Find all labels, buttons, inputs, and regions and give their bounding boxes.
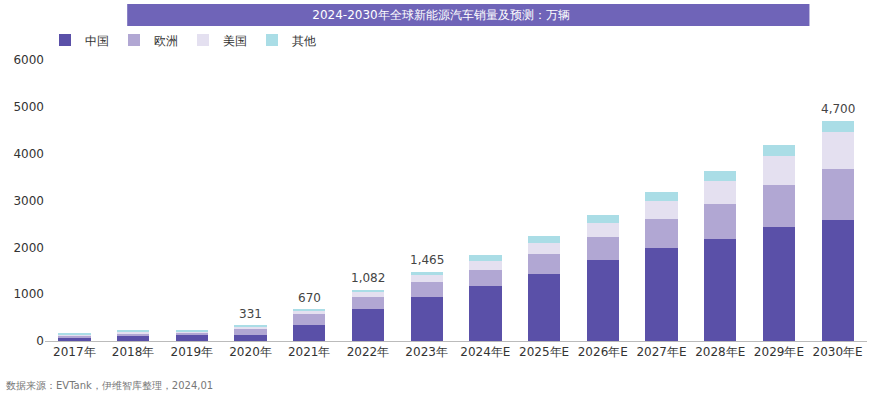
svg-text:6000: 6000	[13, 53, 44, 67]
svg-text:0: 0	[36, 334, 44, 348]
svg-text:4000: 4000	[13, 147, 44, 161]
svg-text:2019年: 2019年	[171, 345, 214, 359]
svg-text:1000: 1000	[13, 287, 44, 301]
svg-text:数据来源：EVTank，伊维智库整理，2024,01: 数据来源：EVTank，伊维智库整理，2024,01	[6, 380, 213, 391]
svg-text:美国: 美国	[223, 34, 247, 48]
svg-text:2029年E: 2029年E	[754, 345, 804, 359]
svg-text:3000: 3000	[13, 194, 44, 208]
svg-text:5000: 5000	[13, 100, 44, 114]
svg-text:2022年: 2022年	[347, 345, 390, 359]
svg-text:2026年E: 2026年E	[578, 345, 628, 359]
svg-text:2023年: 2023年	[405, 345, 448, 359]
svg-text:欧洲: 欧洲	[154, 34, 178, 48]
svg-text:331: 331	[239, 307, 262, 321]
svg-text:670: 670	[298, 291, 321, 305]
svg-text:2021年: 2021年	[288, 345, 331, 359]
svg-text:2024-2030年全球新能源汽车销量及预测：万辆: 2024-2030年全球新能源汽车销量及预测：万辆	[312, 8, 569, 22]
svg-text:2030年E: 2030年E	[813, 345, 863, 359]
svg-text:4,700: 4,700	[821, 102, 855, 116]
svg-text:2000: 2000	[13, 241, 44, 255]
svg-text:2018年: 2018年	[112, 345, 155, 359]
svg-text:2025年E: 2025年E	[519, 345, 569, 359]
svg-text:2017年: 2017年	[53, 345, 96, 359]
svg-text:2028年E: 2028年E	[695, 345, 745, 359]
svg-text:2027年E: 2027年E	[636, 345, 686, 359]
svg-text:1,465: 1,465	[410, 253, 444, 267]
svg-text:2024年E: 2024年E	[460, 345, 510, 359]
svg-text:1,082: 1,082	[351, 271, 385, 285]
svg-text:2020年: 2020年	[229, 345, 272, 359]
svg-text:其他: 其他	[292, 34, 316, 48]
svg-text:中国: 中国	[85, 34, 109, 48]
